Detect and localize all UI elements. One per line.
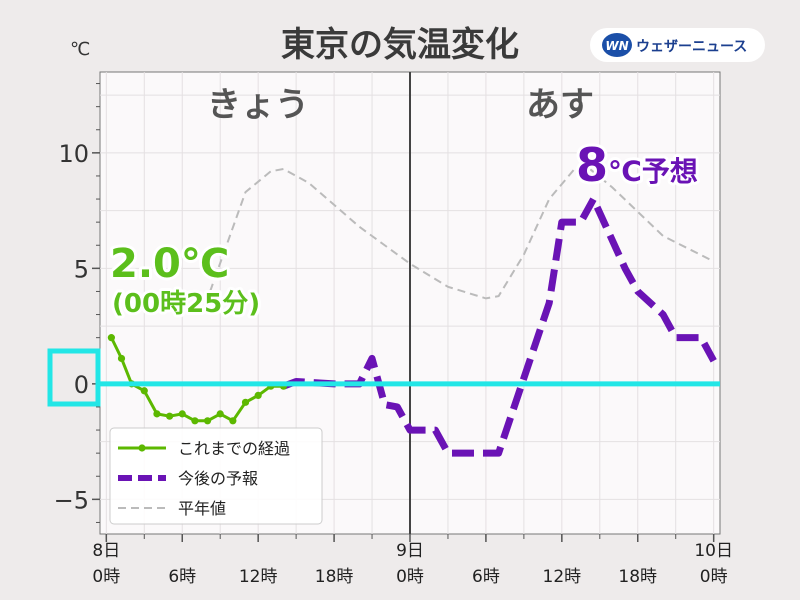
data-point-observed xyxy=(191,417,199,425)
day-label-today: きょう xyxy=(207,85,309,125)
data-point-observed xyxy=(254,391,262,399)
x-tick-label-date: 8日 xyxy=(92,541,120,561)
y-tick-label: 10 xyxy=(58,140,89,168)
x-tick-label-hour: 6時 xyxy=(168,567,196,587)
data-point-observed xyxy=(107,334,115,342)
series-line-normal xyxy=(209,165,715,300)
series-forecast xyxy=(282,195,717,457)
y-tick-labels: 10 5 0 −5 xyxy=(54,140,100,514)
forecast-max-label: 8℃予想 xyxy=(576,138,698,192)
x-tick-label-hour: 12時 xyxy=(239,567,278,587)
current-temp-label: 2.0℃ xyxy=(110,241,229,287)
brand-mark: WN xyxy=(605,39,628,53)
zero-highlight-box xyxy=(47,348,101,407)
x-tick-label-date: 10日 xyxy=(694,541,733,561)
forecast-max-number: 8 xyxy=(576,138,608,192)
y-tick-label: −5 xyxy=(54,486,89,514)
x-tick-label-hour: 6時 xyxy=(472,567,500,587)
data-point-observed xyxy=(241,398,250,406)
x-tick-label-hour: 18時 xyxy=(315,567,354,587)
y-unit-label: ℃ xyxy=(70,39,90,60)
data-point-observed xyxy=(178,410,186,418)
day-label-tomorrow: あす xyxy=(526,85,594,125)
data-point-observed xyxy=(203,417,212,425)
page-title: 東京の気温変化 xyxy=(281,25,519,65)
data-point-observed xyxy=(117,354,126,363)
data-point-observed xyxy=(165,412,174,420)
forecast-max-suffix: ℃予想 xyxy=(608,155,698,188)
legend-label: これまでの経過 xyxy=(178,439,290,458)
data-point-observed xyxy=(229,417,237,425)
legend-marker-observed xyxy=(138,444,146,452)
series-line-forecast xyxy=(282,195,717,457)
brand-logo: WN ウェザーニュース xyxy=(590,28,765,62)
legend-label: 平年値 xyxy=(178,499,226,518)
x-tick-label-hour: 12時 xyxy=(543,567,582,587)
legend-label: 今後の予報 xyxy=(178,469,258,488)
x-tick-labels: 8日 0時 6時 12時 18時 9日 0時 6時 12時 18時 10日 0時 xyxy=(92,534,733,587)
y-tick-label: 0 xyxy=(74,371,89,399)
x-tick-label-hour: 18時 xyxy=(618,567,657,587)
data-point-observed xyxy=(140,387,148,395)
x-tick-label-hour: 0時 xyxy=(92,567,120,587)
brand-name: ウェザーニュース xyxy=(636,39,747,55)
series-normal xyxy=(209,165,715,300)
current-time-label: (00時25分) xyxy=(112,289,260,319)
y-tick-label: 5 xyxy=(74,255,89,283)
data-point-observed xyxy=(216,410,224,418)
data-point-observed xyxy=(153,410,161,418)
x-tick-label-hour: 0時 xyxy=(700,567,728,587)
x-tick-label-hour: 0時 xyxy=(396,567,424,587)
x-tick-label-date: 9日 xyxy=(396,541,424,561)
